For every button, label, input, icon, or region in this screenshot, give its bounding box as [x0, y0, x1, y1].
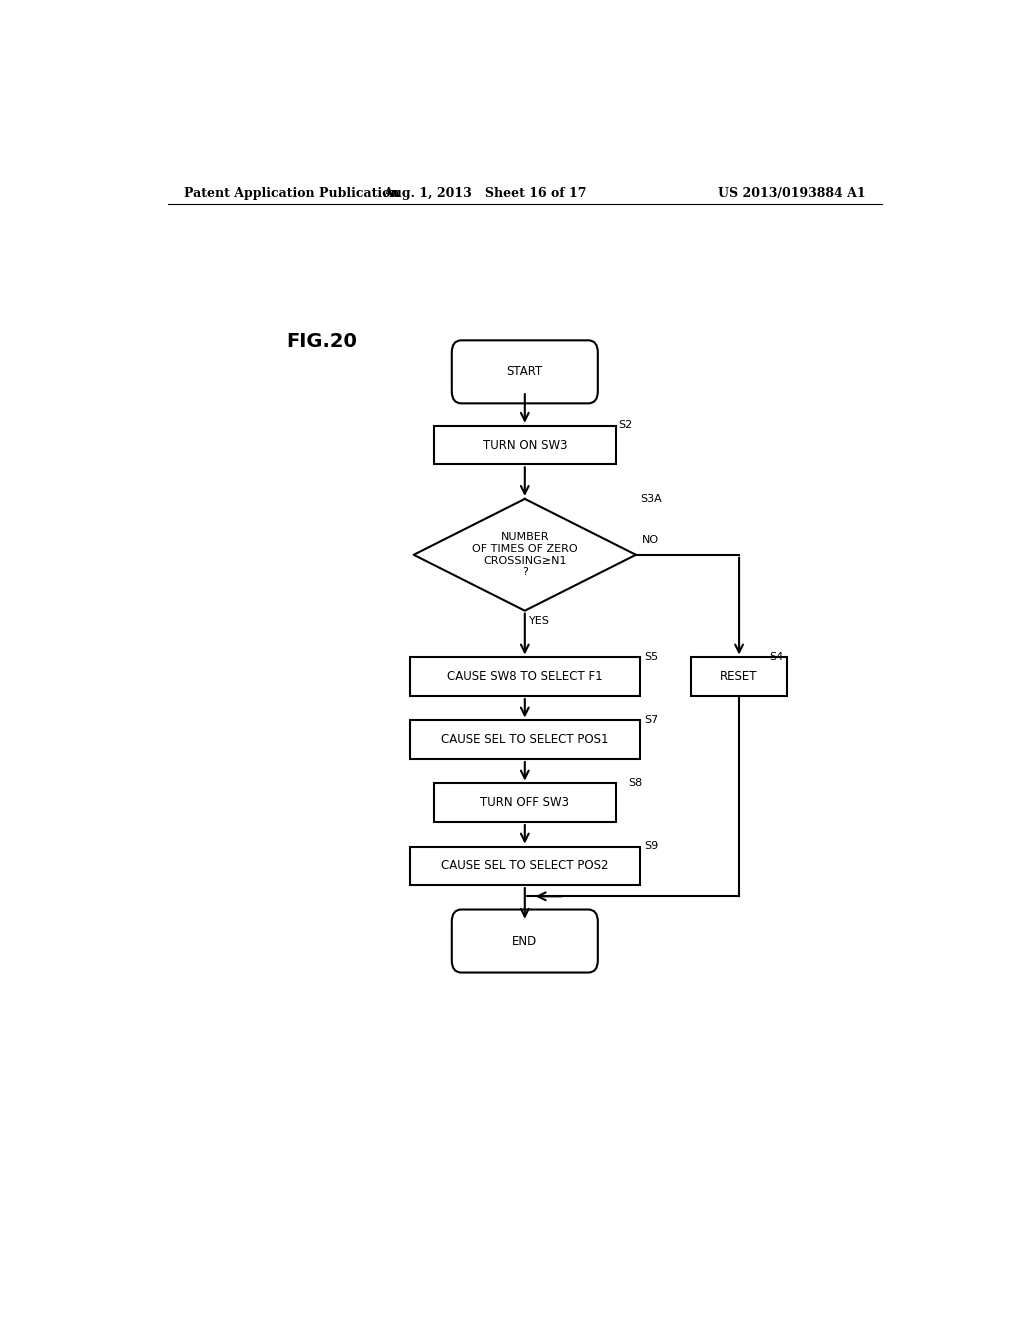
Bar — [410, 721, 640, 759]
Bar — [410, 657, 640, 696]
Text: NO: NO — [642, 535, 659, 545]
Text: S9: S9 — [644, 841, 658, 850]
Text: CAUSE SW8 TO SELECT F1: CAUSE SW8 TO SELECT F1 — [447, 671, 602, 684]
Text: FIG.20: FIG.20 — [287, 331, 357, 351]
Text: START: START — [507, 366, 543, 379]
Bar — [433, 784, 616, 822]
Text: TURN OFF SW3: TURN OFF SW3 — [480, 796, 569, 809]
Polygon shape — [414, 499, 636, 611]
Text: Patent Application Publication: Patent Application Publication — [183, 187, 399, 201]
Text: US 2013/0193884 A1: US 2013/0193884 A1 — [719, 187, 866, 201]
Bar — [410, 846, 640, 886]
Text: S3A: S3A — [640, 494, 662, 504]
Text: S7: S7 — [644, 714, 658, 725]
FancyBboxPatch shape — [452, 341, 598, 404]
Text: YES: YES — [528, 616, 550, 626]
Text: TURN ON SW3: TURN ON SW3 — [482, 438, 567, 451]
Text: CAUSE SEL TO SELECT POS1: CAUSE SEL TO SELECT POS1 — [441, 734, 608, 746]
FancyBboxPatch shape — [452, 909, 598, 973]
Bar — [691, 657, 786, 696]
Text: S2: S2 — [618, 420, 633, 430]
Text: NUMBER
OF TIMES OF ZERO
CROSSING≥N1
?: NUMBER OF TIMES OF ZERO CROSSING≥N1 ? — [472, 532, 578, 577]
Text: S5: S5 — [644, 652, 658, 661]
Text: S4: S4 — [769, 652, 783, 661]
Text: S8: S8 — [628, 777, 642, 788]
Text: RESET: RESET — [720, 671, 758, 684]
Text: Aug. 1, 2013   Sheet 16 of 17: Aug. 1, 2013 Sheet 16 of 17 — [383, 187, 587, 201]
Text: END: END — [512, 935, 538, 948]
Bar — [433, 426, 616, 465]
Text: CAUSE SEL TO SELECT POS2: CAUSE SEL TO SELECT POS2 — [441, 859, 608, 873]
